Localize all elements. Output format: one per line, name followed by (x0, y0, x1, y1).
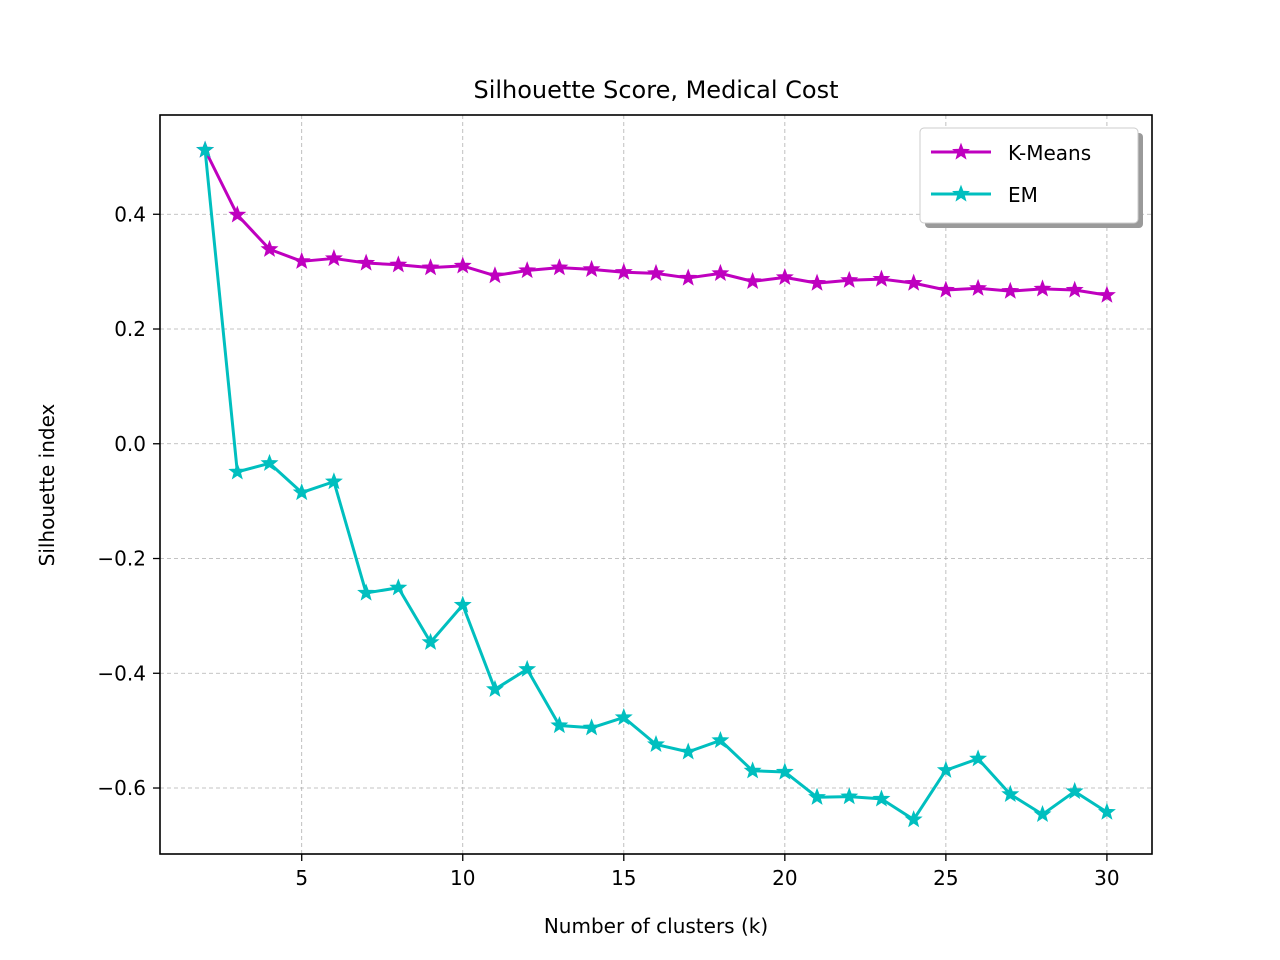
y-tick-label: 0.2 (114, 317, 146, 341)
y-tick-label: −0.6 (97, 776, 146, 800)
series-layer (196, 140, 1116, 828)
data-point-k-means (840, 270, 859, 288)
data-point-k-means (582, 259, 601, 277)
data-point-em (1001, 784, 1020, 802)
x-tick-label: 5 (295, 866, 308, 890)
data-point-k-means (808, 273, 827, 291)
data-point-em (711, 730, 730, 749)
data-point-k-means (743, 271, 762, 290)
data-point-em (1065, 782, 1084, 800)
legend-item-k-means: K-Means (931, 141, 1091, 165)
plot-frame (159, 114, 1153, 855)
y-tick-label: −0.2 (97, 547, 146, 571)
data-point-em (872, 789, 891, 807)
data-point-k-means (969, 278, 988, 296)
legend: K-Means EM (919, 127, 1143, 228)
x-tick-label: 10 (450, 866, 475, 890)
ticks: 5 10 15 20 25 30 −0.6 −0.4 −0.2 0.0 0.2 0.4 (97, 202, 1119, 890)
data-point-em (357, 583, 376, 601)
data-point-k-means (292, 251, 311, 269)
series-line-em (203, 149, 1108, 822)
data-point-em (647, 734, 665, 753)
data-point-k-means (485, 266, 504, 284)
x-tick-label: 25 (933, 866, 958, 890)
data-point-em (775, 762, 794, 780)
data-point-k-means (228, 205, 247, 223)
data-point-k-means (936, 280, 955, 298)
data-point-k-means (324, 249, 343, 267)
data-point-em (324, 472, 343, 490)
data-point-em (969, 749, 988, 767)
data-point-k-means (775, 267, 794, 286)
data-point-k-means (1097, 285, 1116, 303)
data-point-k-means (453, 256, 472, 274)
legend-marker (952, 142, 970, 160)
data-point-k-means (872, 269, 891, 287)
data-point-em (518, 659, 537, 677)
chart-title: Silhouette Score, Medical Cost (473, 76, 838, 104)
y-tick-label: 0.0 (114, 432, 146, 456)
data-point-k-means (518, 261, 537, 279)
data-point-em (904, 810, 923, 828)
data-point-k-means (357, 253, 376, 271)
data-point-em (292, 483, 311, 501)
data-point-em (614, 708, 633, 726)
x-axis-title: Number of clusters (k) (544, 914, 768, 938)
data-point-k-means (1065, 280, 1084, 298)
legend-label: EM (1008, 183, 1038, 207)
data-point-k-means (389, 255, 408, 273)
data-point-k-means (1001, 281, 1020, 299)
series-k-means (196, 140, 1116, 303)
data-point-em (389, 578, 408, 596)
data-point-em (808, 787, 827, 805)
data-point-em (228, 462, 247, 480)
data-point-em (679, 742, 698, 760)
data-point-k-means (647, 263, 665, 281)
data-point-em (1097, 802, 1116, 820)
data-point-em (1033, 804, 1052, 823)
data-point-k-means (421, 258, 440, 276)
series-em (196, 140, 1116, 828)
data-point-em (485, 679, 504, 697)
data-point-em (936, 760, 955, 778)
data-point-em (260, 453, 279, 471)
data-point-k-means (614, 262, 633, 280)
data-point-em (453, 595, 472, 613)
legend-item-em: EM (931, 183, 1038, 207)
data-point-k-means (260, 239, 279, 257)
data-point-k-means (711, 263, 730, 281)
y-axis-title: Silhouette index (35, 403, 59, 566)
data-point-k-means (550, 258, 569, 276)
y-tick-label: −0.4 (97, 661, 146, 685)
data-point-em (840, 787, 859, 805)
data-point-em (421, 632, 440, 650)
legend-label: K-Means (1008, 141, 1091, 165)
data-point-k-means (679, 268, 698, 286)
data-point-em (582, 718, 601, 736)
y-tick-label: 0.4 (114, 202, 146, 226)
data-point-em (743, 761, 762, 779)
data-point-em (196, 140, 215, 158)
legend-marker (952, 184, 970, 202)
data-point-k-means (1033, 279, 1052, 297)
x-tick-label: 20 (772, 866, 797, 890)
x-tick-label: 30 (1094, 866, 1119, 890)
x-tick-label: 15 (611, 866, 636, 890)
data-point-em (550, 716, 569, 734)
data-point-k-means (904, 273, 923, 291)
